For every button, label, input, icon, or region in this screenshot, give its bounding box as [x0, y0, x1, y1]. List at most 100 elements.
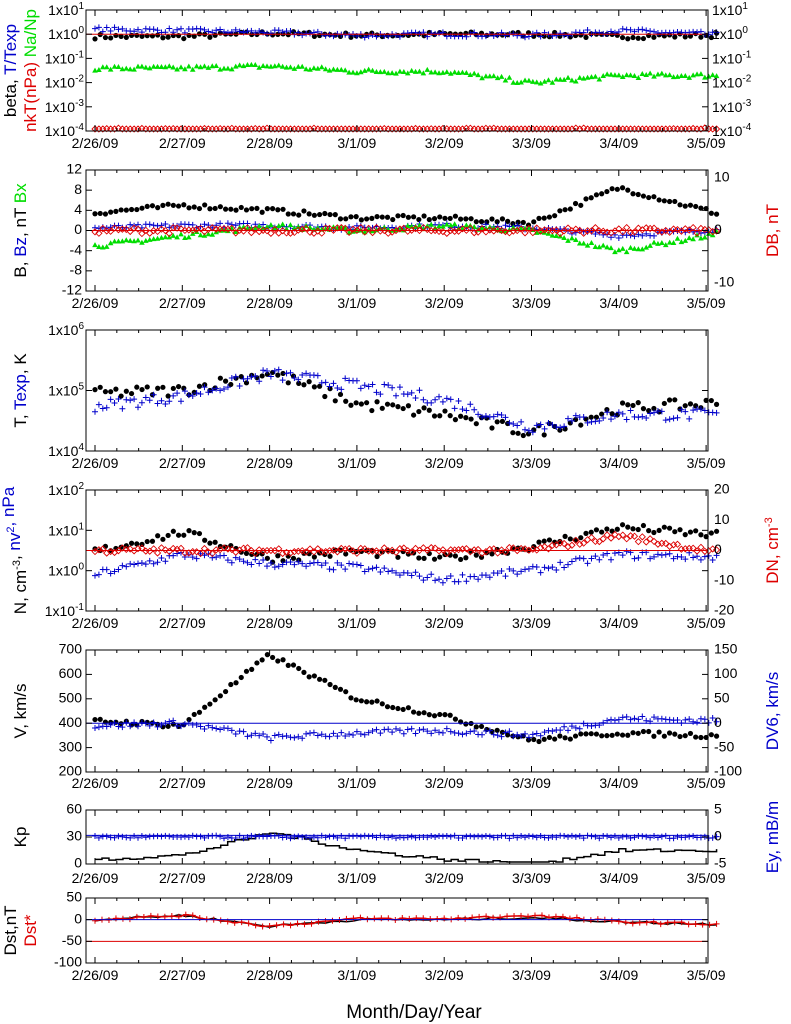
point-T	[609, 411, 615, 417]
point-Texp	[228, 374, 235, 381]
point-Na/Np	[694, 71, 700, 77]
point-Texp	[541, 425, 548, 432]
point-DV6	[576, 725, 583, 732]
point-DN	[99, 545, 107, 553]
point-T/Texp	[307, 30, 314, 37]
point-Texp	[217, 387, 224, 394]
x-tick-label: 3/3/09	[512, 870, 551, 886]
point-DB	[494, 225, 502, 234]
point-Bx	[604, 244, 610, 250]
point-nv2	[393, 569, 400, 576]
point-DV6	[240, 728, 247, 735]
point-T	[243, 380, 250, 386]
point-T/Texp	[611, 29, 618, 36]
point-T	[640, 406, 647, 412]
point-Na/Np	[487, 73, 493, 79]
point-V	[233, 680, 239, 686]
point-beta	[463, 30, 469, 36]
point-Na/Np	[416, 68, 423, 74]
point-Texp	[303, 370, 310, 377]
point-Bz	[608, 234, 615, 241]
point-DB	[552, 226, 560, 234]
point-B	[494, 219, 500, 225]
point-N	[713, 528, 720, 534]
point-Texp	[166, 398, 173, 405]
point-DB	[666, 228, 674, 236]
point-Na/Np	[588, 74, 595, 80]
dst-star-point	[322, 918, 329, 925]
point-Na/Np	[146, 65, 153, 71]
point-nv2	[623, 548, 630, 555]
point-DN	[662, 539, 670, 548]
point-B	[134, 206, 140, 213]
point-Na/Np	[436, 70, 442, 76]
point-T/Texp	[224, 29, 231, 36]
point-Texp	[439, 398, 446, 405]
point-DB	[521, 229, 529, 237]
point-Texp	[674, 414, 681, 421]
point-B	[672, 198, 678, 205]
point-beta	[134, 32, 140, 38]
point-DV6	[541, 729, 548, 736]
point-DV6	[651, 714, 658, 721]
point-Na/Np	[322, 66, 329, 72]
x-tick-label: 2/26/09	[72, 967, 119, 983]
x-tick-label: 2/28/09	[246, 615, 293, 631]
point-Bx	[107, 240, 114, 246]
point-V	[604, 733, 610, 739]
point-T	[510, 430, 516, 436]
point-DV6	[279, 733, 286, 740]
point-Na/Np	[670, 74, 677, 80]
point-Na/Np	[705, 73, 712, 79]
point-beta	[578, 32, 584, 38]
right-y-tick-label: 0	[714, 828, 722, 844]
x-tick-label: 3/1/09	[337, 615, 376, 631]
point-V	[202, 704, 208, 710]
point-nkT(nPa)	[576, 125, 584, 133]
point-Bx	[123, 237, 130, 243]
point-Na/Np	[471, 70, 478, 76]
point-Ey	[201, 834, 208, 841]
point-Texp	[381, 381, 388, 388]
dst-star-point	[154, 913, 161, 920]
x-tick-label: 3/4/09	[599, 135, 638, 151]
point-Texp	[561, 423, 568, 430]
point-DV6	[565, 727, 572, 734]
point-B	[614, 186, 620, 192]
point-Texp	[678, 406, 685, 413]
point-DN	[153, 549, 162, 557]
x-tick-label: 3/2/09	[425, 135, 464, 151]
point-Texp	[373, 389, 380, 396]
point-DN	[607, 534, 615, 542]
point-T	[708, 397, 714, 404]
point-Na/Np	[608, 71, 614, 77]
point-Texp	[475, 411, 482, 418]
point-B	[536, 215, 542, 221]
point-beta	[698, 34, 704, 40]
point-T	[489, 425, 495, 431]
x-tick-label: 3/2/09	[425, 870, 464, 886]
point-Texp	[447, 396, 454, 403]
point-Texp	[318, 379, 325, 386]
point-Ey	[248, 832, 255, 839]
point-beta	[583, 34, 589, 40]
point-DN	[396, 545, 404, 553]
point-DB	[411, 225, 420, 233]
point-T	[181, 385, 187, 391]
point-nv2	[221, 552, 228, 559]
point-Na/Np	[369, 67, 376, 73]
point-Texp	[635, 414, 642, 421]
point-Na/Np	[111, 63, 118, 69]
point-DN	[560, 539, 568, 548]
point-nv2	[240, 558, 247, 565]
point-Na/Np	[189, 66, 196, 72]
point-DB	[564, 224, 572, 232]
point-B	[693, 203, 699, 210]
point-nv2	[596, 556, 603, 563]
y-tick-label: 1x10-2	[45, 74, 85, 91]
point-Texp	[158, 397, 165, 404]
point-DN	[329, 546, 338, 554]
point-DV6	[463, 730, 470, 737]
point-T/Texp	[416, 30, 423, 37]
dst-star-point	[140, 913, 147, 920]
